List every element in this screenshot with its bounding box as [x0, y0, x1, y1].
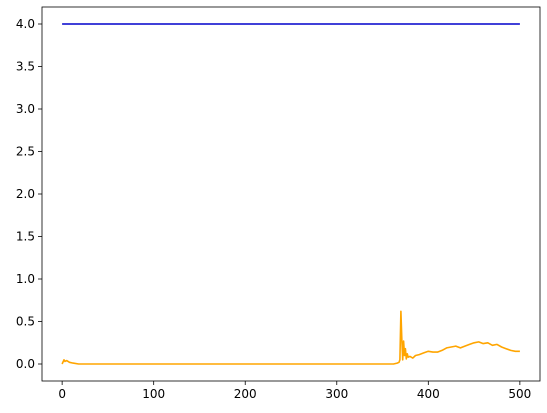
x-tick-label: 100: [142, 387, 165, 401]
y-tick-label: 4.0: [16, 17, 35, 31]
y-tick-label: 2.5: [16, 145, 35, 159]
series-line-2: [61, 310, 520, 365]
y-tick-label: 0.0: [16, 357, 35, 371]
y-tick-label: 1.0: [16, 272, 35, 286]
x-tick-label: 200: [234, 387, 257, 401]
x-axis: 0 100 200 300 400 500: [58, 381, 531, 401]
y-tick-label: 2.0: [16, 187, 35, 201]
x-tick-label: 500: [508, 387, 531, 401]
y-tick-label: 0.5: [16, 315, 35, 329]
y-tick-label: 3.0: [16, 102, 35, 116]
x-tick-label: 300: [325, 387, 348, 401]
y-axis: 0.0 0.5 1.0 1.5 2.0 2.5 3.0 3.5 4.0: [16, 17, 42, 371]
plot-lines: [61, 23, 520, 365]
x-tick-label: 0: [58, 387, 66, 401]
y-tick-label: 3.5: [16, 60, 35, 74]
axes-frame: [41, 6, 541, 382]
x-tick-label: 400: [417, 387, 440, 401]
y-tick-label: 1.5: [16, 230, 35, 244]
